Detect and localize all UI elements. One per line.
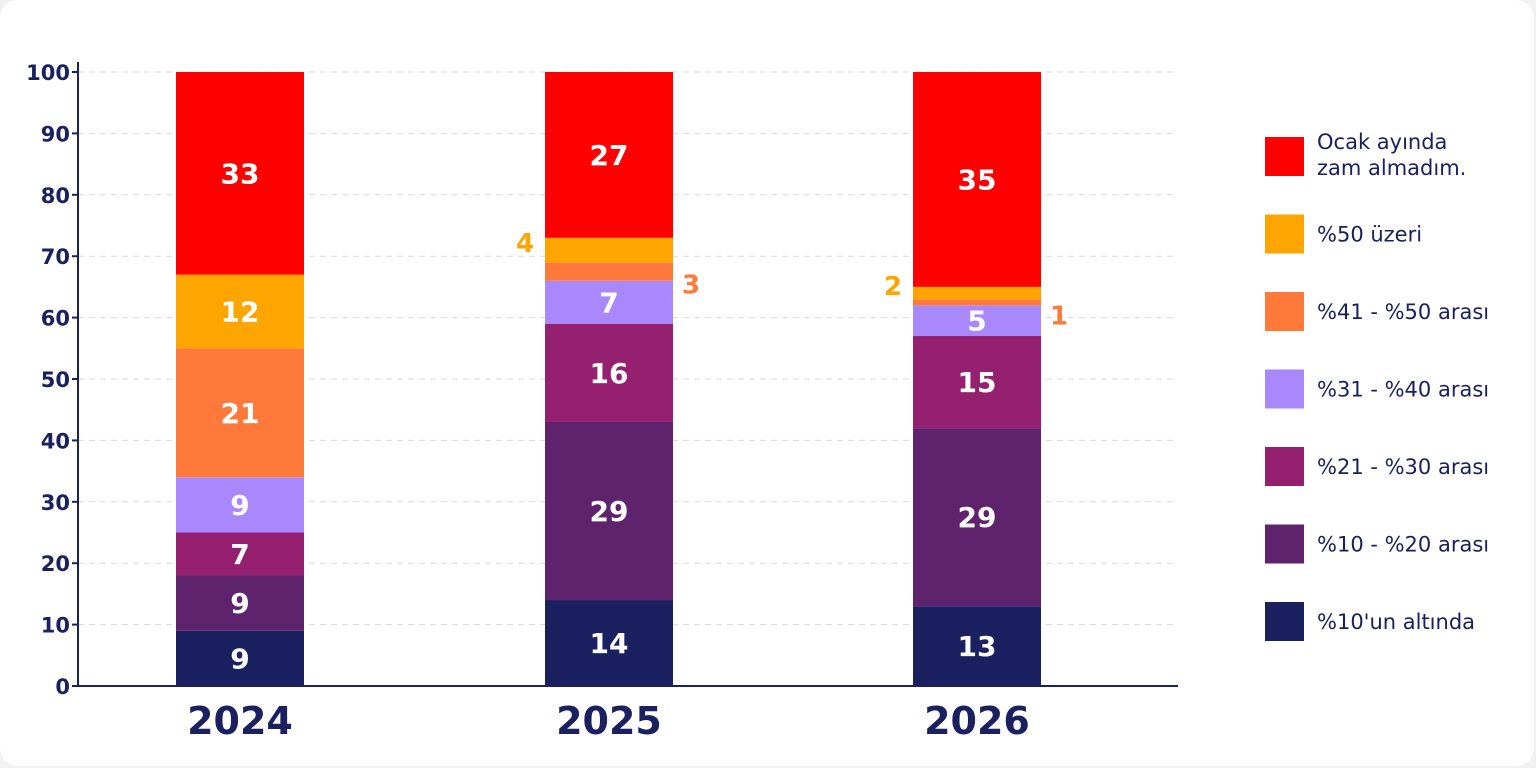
bar-segment xyxy=(545,600,673,686)
bar-segment xyxy=(176,477,304,533)
legend-swatch xyxy=(1265,447,1304,486)
data-label: 33 xyxy=(221,157,260,190)
y-tick-label: 70 xyxy=(41,245,70,269)
data-label: 16 xyxy=(590,357,629,390)
data-label-outside: 2 xyxy=(884,272,902,302)
legend-swatch xyxy=(1265,602,1304,641)
legend-item: %50 üzeri xyxy=(1265,214,1422,254)
legend-swatch xyxy=(1265,369,1304,409)
legend-label: Ocak ayında zam almadım. xyxy=(1317,130,1466,180)
data-label: 15 xyxy=(958,366,997,399)
bar-segment xyxy=(545,237,673,263)
y-tick-label: 0 xyxy=(55,675,70,699)
y-tick-label: 50 xyxy=(41,368,70,392)
data-label: 12 xyxy=(221,295,260,328)
y-tick-label: 100 xyxy=(26,61,70,85)
legend-swatch xyxy=(1265,524,1304,564)
bar-segment xyxy=(913,299,1041,306)
legend-label: %10'un altında xyxy=(1317,610,1475,634)
legend-label: %10 - %20 arası xyxy=(1317,533,1489,557)
data-label-outside: 3 xyxy=(682,271,700,301)
y-tick-label: 10 xyxy=(41,614,70,638)
data-label: 21 xyxy=(221,397,260,430)
x-tick-label: 2024 xyxy=(187,699,293,743)
y-tick-label: 90 xyxy=(41,122,70,146)
bar-segment xyxy=(913,72,1041,287)
bar-segment xyxy=(913,336,1041,429)
bar-segment xyxy=(176,575,304,631)
legend-swatch xyxy=(1265,137,1304,176)
data-label: 29 xyxy=(590,495,629,528)
y-tick-label: 80 xyxy=(41,184,70,208)
data-label-outside: 1 xyxy=(1050,301,1068,331)
bar-segment xyxy=(545,323,673,422)
legend-item: %21 - %30 arası xyxy=(1265,447,1489,486)
data-label: 9 xyxy=(230,587,249,620)
data-label: 7 xyxy=(599,286,618,319)
bar-segment xyxy=(913,428,1041,607)
y-tick-label: 20 xyxy=(41,552,70,576)
bar-segment xyxy=(176,532,304,576)
bar-segment xyxy=(545,280,673,324)
legend-swatch xyxy=(1265,292,1304,331)
data-label: 29 xyxy=(958,501,997,534)
x-tick-label: 2026 xyxy=(924,699,1030,743)
legend-item: %10'un altında xyxy=(1265,602,1475,641)
bar-segment xyxy=(176,72,304,275)
bar-segment xyxy=(545,262,673,281)
data-label: 14 xyxy=(590,627,629,660)
data-label: 13 xyxy=(958,630,997,663)
y-tick-label: 30 xyxy=(41,491,70,515)
y-tick-label: 60 xyxy=(41,307,70,331)
legend-item: %10 - %20 arası xyxy=(1265,524,1489,564)
bar-segment xyxy=(545,421,673,601)
bar-segment xyxy=(545,72,673,238)
legend-swatch xyxy=(1265,214,1304,254)
data-label: 27 xyxy=(590,139,629,172)
axes: 0 10 20 30 40 50 60 70 80 90 100 2024 2025 2026 xyxy=(26,61,1178,743)
data-label: 35 xyxy=(958,163,997,196)
legend-item: %31 - %40 arası xyxy=(1265,369,1489,409)
legend-label: %41 - %50 arası xyxy=(1317,300,1489,324)
bar-segment xyxy=(913,305,1041,337)
legend: Ocak ayında zam almadım. %50 üzeri %41 - %5… xyxy=(1265,130,1489,641)
data-label: 9 xyxy=(230,489,249,522)
legend-item: Ocak ayında zam almadım. xyxy=(1265,130,1466,180)
data-label: 9 xyxy=(230,642,249,675)
legend-label: %21 - %30 arası xyxy=(1317,455,1489,479)
data-label-outside: 4 xyxy=(516,229,534,259)
bar-segment xyxy=(176,348,304,478)
bars xyxy=(176,72,1041,686)
bar-segment xyxy=(176,274,304,349)
data-label: 5 xyxy=(967,305,986,338)
bar-segment xyxy=(176,630,304,686)
legend-label: %31 - %40 arası xyxy=(1317,378,1489,402)
y-tick-label: 40 xyxy=(41,429,70,453)
legend-label: %50 üzeri xyxy=(1317,223,1422,247)
x-tick-label: 2025 xyxy=(556,699,662,743)
legend-item: %41 - %50 arası xyxy=(1265,292,1489,331)
bar-segment xyxy=(913,286,1041,300)
data-label: 7 xyxy=(230,538,249,571)
bar-segment xyxy=(913,606,1041,686)
